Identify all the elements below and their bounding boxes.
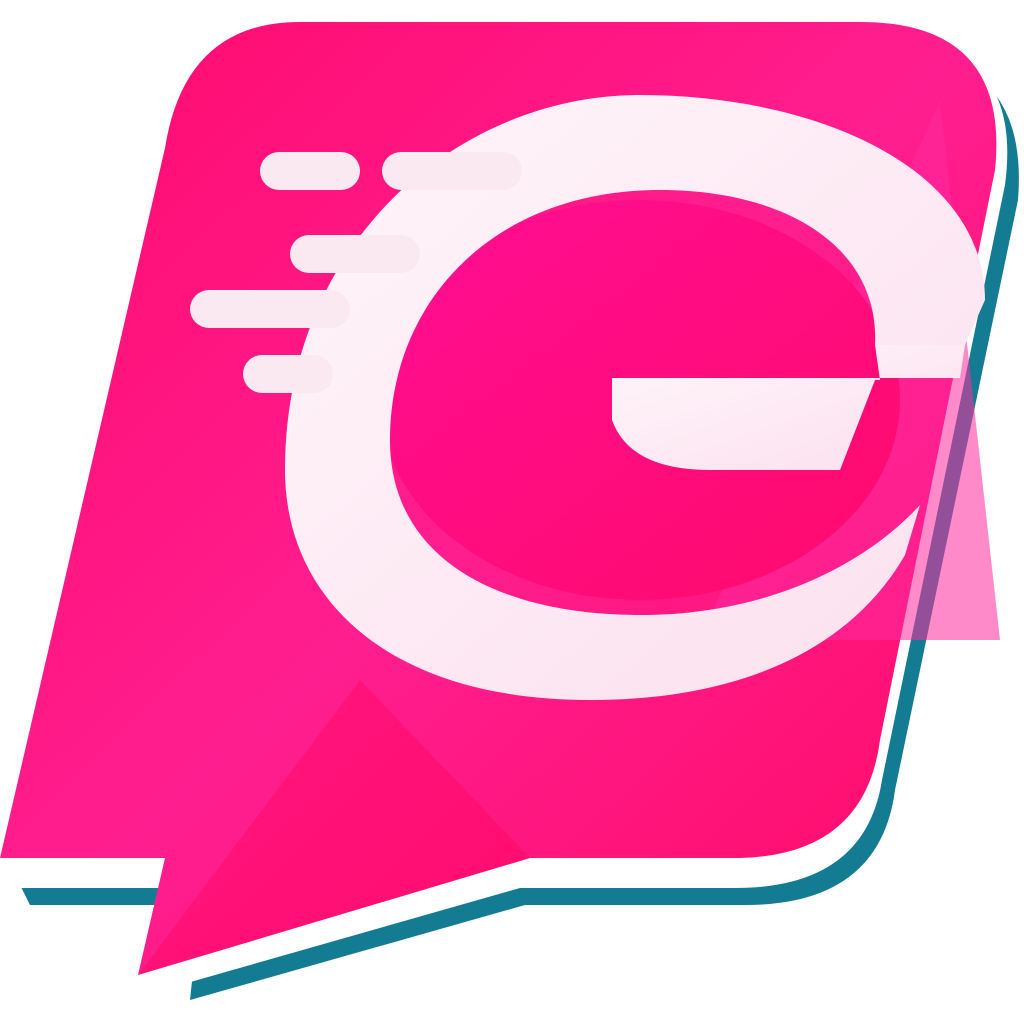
speed-line-3	[290, 235, 420, 273]
speed-line-1	[260, 152, 360, 190]
speed-line-2	[382, 152, 522, 190]
speed-line-4	[190, 290, 350, 328]
speed-line-5	[243, 355, 333, 393]
letter-g-icon	[285, 95, 985, 700]
speed-lines	[190, 152, 522, 393]
facet-shade	[138, 680, 530, 975]
g-crossbar	[612, 345, 965, 470]
